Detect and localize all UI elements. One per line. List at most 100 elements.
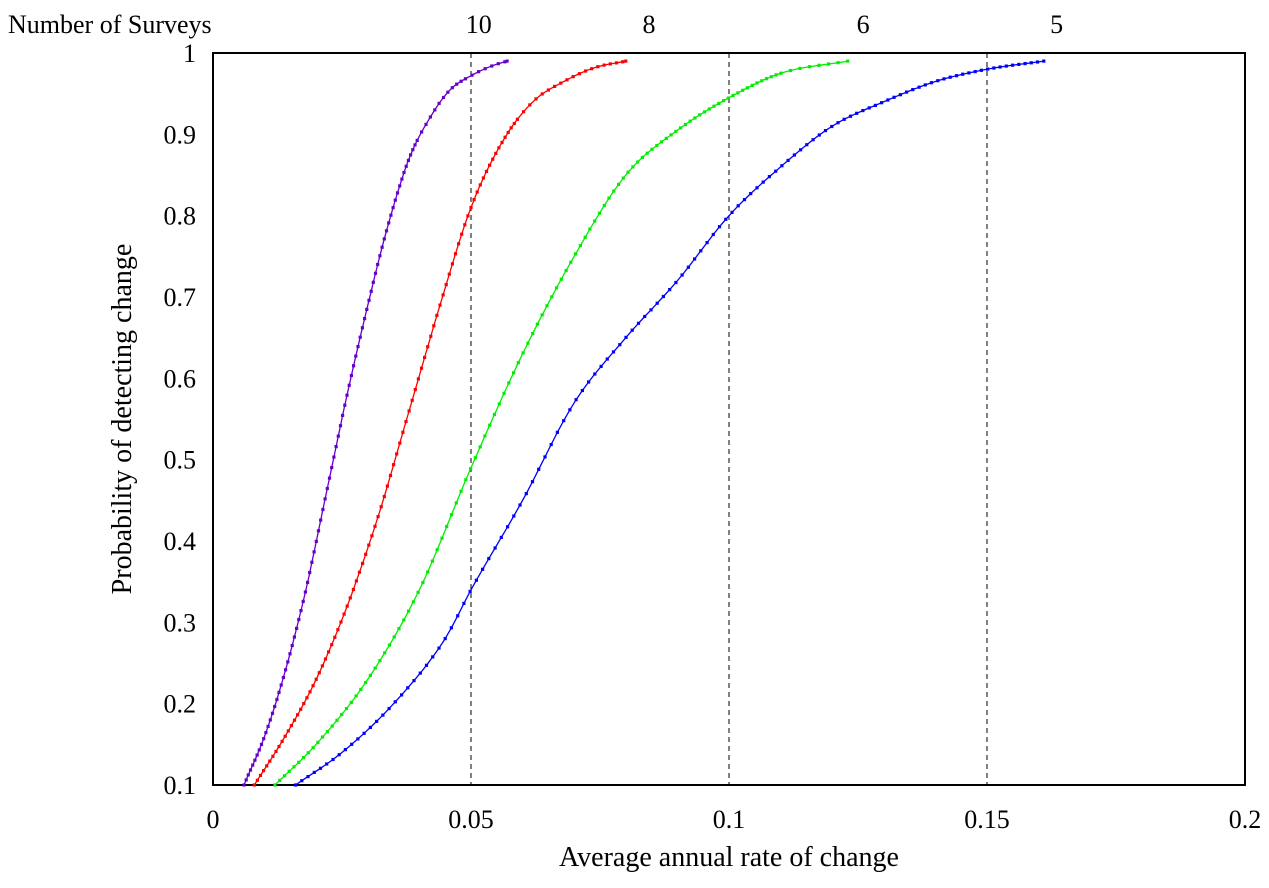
series-point [279,683,283,687]
series-point [308,570,312,575]
series-point [488,163,492,167]
series-point [724,217,728,221]
series-point [559,81,563,85]
series-point [367,298,371,302]
y-tick-label: 0.9 [164,120,197,149]
y-tick-label: 0.3 [164,608,197,637]
series-point [385,484,389,488]
series-point [262,737,266,741]
series-point [549,442,553,447]
y-tick-label: 0.4 [164,527,197,556]
series-point [973,70,977,74]
series-point [302,756,306,760]
x-tick-label: 0.1 [713,805,746,834]
series-point [499,535,503,539]
series-point [717,101,721,106]
series-point [699,249,703,253]
series-point [861,109,865,113]
series-point [565,78,569,82]
series-point [463,77,468,81]
series-point [512,514,516,518]
series-point [742,198,747,202]
series-point [967,71,971,75]
series-point [330,466,334,470]
series-point [483,434,487,438]
series-point [317,671,321,675]
series-point [367,543,371,547]
series-point [1035,60,1040,64]
series-point [389,213,393,217]
series-point [450,262,454,266]
series-point [669,133,673,137]
series-point [400,177,404,181]
series-point [842,117,846,121]
series-point [268,759,272,763]
survey-count-label: 6 [857,10,870,39]
series-point [830,124,834,129]
series-point [424,122,428,126]
series-point [430,559,434,563]
series-point [341,413,345,417]
series-point [371,280,375,284]
series-point [277,690,281,694]
series-point [369,289,373,293]
series-point [432,324,436,328]
series-point [469,205,473,210]
series-point [505,59,509,63]
series-point [303,590,307,594]
series-point [503,60,507,64]
series-point [577,72,581,76]
series-point [483,67,487,71]
series-point [464,478,468,482]
series-point [526,341,530,345]
series-point [411,148,415,152]
series-point [478,445,482,449]
series-point [779,71,783,75]
series-point [426,570,430,574]
series-point [792,153,796,157]
series-point [387,221,391,225]
series-point [774,169,778,173]
series-point [428,115,432,119]
series-point [1023,62,1027,66]
series-point [624,335,628,339]
series-point [488,423,492,427]
series-point [437,101,441,105]
series-point [602,63,606,67]
series-point [674,129,678,133]
series-point [286,729,290,733]
series-point [496,62,500,66]
series-point [769,75,773,79]
series-point [688,119,692,123]
series-point [292,765,296,769]
series-point [905,90,909,94]
reference-lines [470,53,988,785]
series-point [380,245,384,249]
series-point [649,308,653,312]
series-point [323,657,328,661]
series-point [717,225,722,229]
series-point [382,237,386,241]
series-point [257,748,261,752]
y-axis-title: Probability of detecting change [107,244,138,595]
series-point [286,660,290,664]
x-tick-label: 0.15 [964,805,1010,834]
series-point [330,724,334,728]
series-point [528,103,532,107]
series-6 [273,59,850,787]
series-point [449,513,454,517]
series-point [420,130,424,134]
series-point [807,65,812,69]
series-point [383,651,387,655]
series-point [540,313,544,317]
series-point [664,136,668,140]
series-point [470,73,474,77]
series-point [923,83,927,87]
series-point [387,707,391,711]
series-point [602,203,606,208]
series-point [306,751,310,755]
series-point [265,764,269,768]
series-point [340,712,344,717]
series-point [460,232,464,236]
